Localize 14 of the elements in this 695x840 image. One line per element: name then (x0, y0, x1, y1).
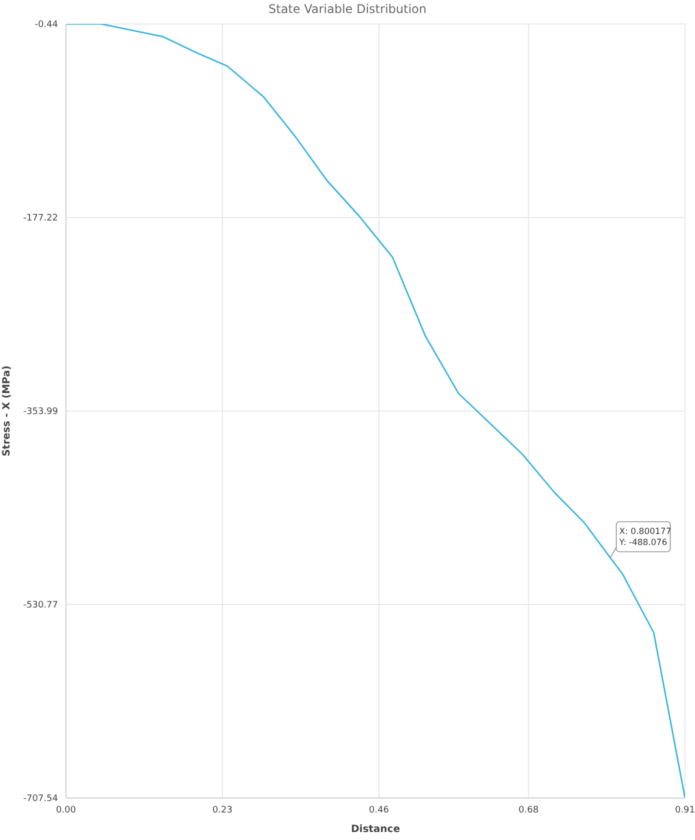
y-tick-label: -530.77 (23, 600, 58, 611)
y-tick-label: -353.99 (23, 407, 58, 418)
line-series (66, 24, 685, 798)
x-tick-label: 0.23 (212, 805, 232, 816)
x-tick-label: 0.91 (674, 805, 695, 816)
x-tick-label: 0.00 (56, 805, 76, 816)
x-tick-label: 0.46 (368, 805, 390, 816)
y-tick-label: -0.44 (34, 20, 58, 30)
x-axis-title: Distance (350, 824, 400, 835)
y-axis-title: Stress - X (MPa) (2, 366, 13, 456)
chart-title: State Variable Distribution (268, 2, 426, 16)
x-tick-label: 0.68 (518, 805, 539, 816)
y-tick-label: -177.22 (23, 214, 58, 224)
y-tick-label: -707.54 (23, 794, 58, 804)
